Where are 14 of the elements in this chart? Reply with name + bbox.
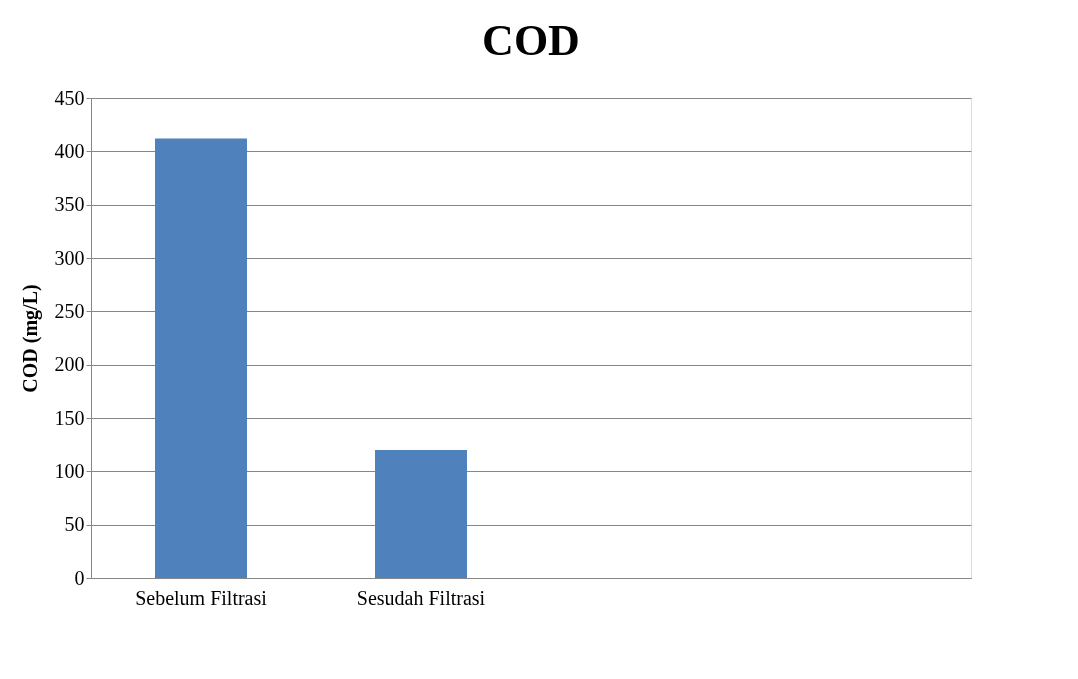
y-tick-label: 250 (54, 299, 85, 322)
y-tick-label: 450 (54, 86, 85, 109)
y-tick-label: 350 (54, 193, 85, 216)
y-tick-label: 150 (54, 406, 85, 429)
y-tick-label: 200 (54, 353, 85, 376)
y-tick-label: 400 (54, 139, 85, 162)
y-tick-label: 50 (64, 513, 85, 536)
x-tick-label: Sesudah Filtrasi (356, 586, 486, 609)
chart-title: COD (482, 16, 580, 65)
y-tick-label: 300 (54, 246, 85, 269)
y-axis-title: COD (mg/L) (18, 284, 42, 393)
x-tick-label: Sebelum Filtrasi (135, 586, 268, 609)
y-tick-label: 100 (54, 459, 85, 482)
y-tick-label: 0 (74, 566, 85, 589)
